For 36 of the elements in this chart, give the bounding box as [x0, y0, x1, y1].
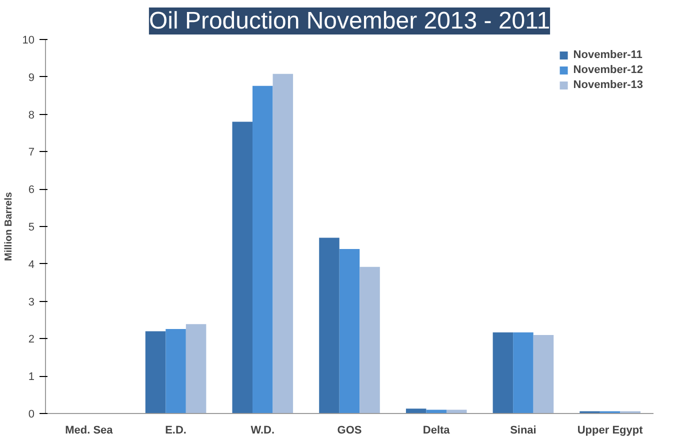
bar [272, 74, 294, 414]
y-tick-label: 4 [28, 258, 35, 271]
bar [533, 334, 554, 414]
legend-label: November-12 [573, 64, 643, 76]
y-tick-label: 0 [28, 408, 35, 420]
bar [339, 248, 360, 414]
y-axis-title: Million Barrels [3, 192, 14, 261]
x-tick-label: E.D. [165, 424, 186, 436]
bar [252, 86, 273, 414]
x-tick-label: Upper Egypt [577, 424, 644, 436]
y-tick-label: 6 [28, 184, 35, 196]
bar [360, 266, 380, 414]
x-tick-label: Med. Sea [65, 424, 114, 436]
y-tick-label: 5 [28, 222, 35, 234]
bar [513, 332, 534, 414]
y-tick-label: 7 [28, 146, 35, 159]
y-tick-label: 9 [28, 72, 35, 84]
bar [186, 324, 206, 414]
x-tick-label: Delta [422, 424, 451, 436]
legend-label: November-11 [573, 49, 642, 61]
bar [406, 408, 426, 414]
bar [166, 328, 186, 414]
chart-title: Oil Production November 2013 - 2011 [148, 8, 550, 34]
x-tick-label: GOS [337, 424, 362, 436]
x-tick-label: Sinai [510, 424, 536, 436]
bar [232, 122, 253, 414]
bar [492, 332, 514, 414]
legend-label: November-13 [573, 79, 643, 91]
y-tick-label: 2 [28, 334, 35, 346]
y-tick-label: 3 [28, 296, 35, 308]
y-tick-label: 10 [22, 34, 35, 46]
bar [145, 331, 166, 414]
x-tick-label: W.D. [250, 424, 275, 436]
y-tick-label: 8 [28, 109, 35, 122]
bar [319, 238, 340, 414]
y-tick-label: 1 [28, 371, 35, 384]
